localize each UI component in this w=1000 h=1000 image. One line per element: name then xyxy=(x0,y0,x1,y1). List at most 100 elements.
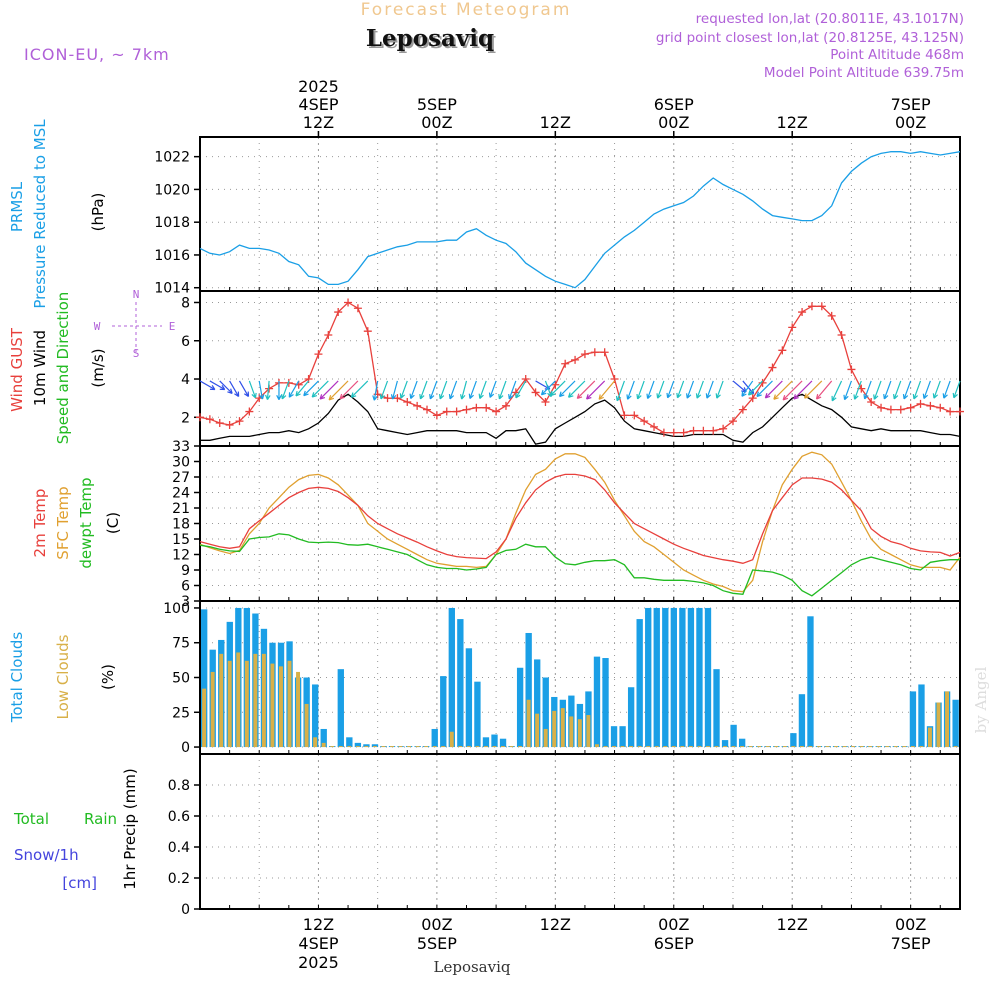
low-clouds-bar xyxy=(697,746,702,748)
wind-gust-marker xyxy=(709,426,718,435)
total-clouds-bar xyxy=(482,737,490,748)
bottom-time-label: 12Z xyxy=(540,915,571,934)
wind-gust-marker xyxy=(650,422,659,431)
total-clouds-bar xyxy=(593,656,601,748)
wind-gust-marker xyxy=(196,413,204,422)
wind-direction-arrow xyxy=(508,380,517,400)
low-clouds-bar xyxy=(808,746,813,748)
low-clouds-bar xyxy=(364,746,369,748)
wind-direction-arrow xyxy=(350,380,369,398)
total-clouds-bar xyxy=(312,684,319,748)
clouds-panel: 0 25 50 75 100 xyxy=(163,600,961,756)
wind-direction-arrow xyxy=(863,380,872,400)
wind-gust-marker xyxy=(462,405,471,414)
bottom-time-label: 2025 xyxy=(298,953,339,972)
low-clouds-bar xyxy=(680,746,685,748)
wind-direction-arrow xyxy=(676,380,685,399)
low-clouds-bar xyxy=(543,728,548,748)
y-tick-label: 15 xyxy=(172,532,190,548)
low-clouds-bar xyxy=(834,746,838,748)
low-clouds-bar xyxy=(654,746,659,748)
wind-gust-marker xyxy=(956,407,964,416)
wind-gust-marker xyxy=(679,428,688,437)
wind-gust-marker xyxy=(659,428,668,437)
wind-direction-arrow xyxy=(893,380,902,400)
wind-gust-marker xyxy=(847,365,856,374)
total-clouds-label: Total Clouds xyxy=(8,632,26,724)
low-clouds-bar xyxy=(910,746,915,748)
total-clouds-bar xyxy=(534,659,541,748)
low-clouds-bar xyxy=(577,719,582,748)
wind-direction-arrow xyxy=(598,380,616,400)
wind-gust-marker xyxy=(393,394,402,403)
model-altitude: Model Point Altitude 639.75m xyxy=(764,65,964,81)
wind-direction-arrow xyxy=(438,380,448,400)
low-clouds-bar xyxy=(518,746,523,748)
wind-gust-marker xyxy=(669,428,678,437)
wind-gust-marker xyxy=(926,401,935,410)
top-time-label: 12Z xyxy=(777,113,808,132)
y-tick-label: 2 xyxy=(181,410,190,426)
wind-direction-arrow xyxy=(276,380,282,401)
low-clouds-bar xyxy=(825,746,830,748)
wind-direction-arrow xyxy=(715,380,724,399)
total-clouds-bar xyxy=(670,607,678,748)
low-clouds-bar xyxy=(458,746,463,748)
wind-gust-marker xyxy=(551,380,560,389)
y-tick-label: 0.8 xyxy=(168,778,190,794)
wind-gust-marker xyxy=(215,419,224,428)
low-clouds-bar xyxy=(492,746,497,748)
low-clouds-bar xyxy=(483,746,488,748)
wind-gust-marker xyxy=(728,417,737,426)
low-clouds-bar xyxy=(791,746,796,748)
total-clouds-bar xyxy=(431,728,438,748)
low-clouds-bar xyxy=(945,691,949,748)
low-clouds-bar xyxy=(859,746,864,748)
wind-direction-arrow xyxy=(756,380,773,398)
low-clouds-bar xyxy=(851,746,856,748)
y-tick-label: 21 xyxy=(172,501,190,517)
low-clouds-bar xyxy=(927,727,932,748)
top-time-label: 00Z xyxy=(895,113,926,132)
wind-direction-label: Speed and Direction xyxy=(54,292,72,445)
wind-direction-arrow xyxy=(615,380,625,402)
low-clouds-bar xyxy=(637,746,642,748)
wind-gust-marker xyxy=(798,308,807,317)
total-clouds-bar xyxy=(636,619,643,748)
wind-direction-arrow xyxy=(248,380,257,399)
wind-gust-marker xyxy=(452,407,461,416)
low-clouds-bar xyxy=(330,746,335,748)
wind-gust-marker xyxy=(492,407,501,416)
wind-gust-marker xyxy=(877,403,886,412)
wind-gust-marker xyxy=(541,397,550,406)
wind-direction-arrow xyxy=(912,380,922,400)
low-clouds-bar xyxy=(774,746,779,748)
pressure-label: PRMSL xyxy=(8,181,26,232)
low-clouds-bar xyxy=(287,660,292,748)
y-tick-label: 75 xyxy=(172,636,190,652)
credit-watermark: by Angel xyxy=(972,666,990,733)
wind-direction-arrow xyxy=(773,380,793,400)
wind-direction-arrow xyxy=(265,380,271,400)
total-clouds-bar xyxy=(542,677,549,748)
total-clouds-bar xyxy=(645,607,652,748)
bottom-time-label: 5SEP xyxy=(417,934,457,953)
wind-direction-arrow xyxy=(448,380,458,400)
low-clouds-bar xyxy=(646,746,651,748)
wind-direction-arrow xyxy=(409,380,418,400)
wind-direction-arrow xyxy=(656,380,665,399)
low-clouds-bar xyxy=(816,746,821,748)
grid-point-coords: grid point closest lon,lat (20.8125E, 43… xyxy=(656,30,964,46)
y-tick-label: 33 xyxy=(172,439,190,455)
low-clouds-bar xyxy=(876,746,881,748)
wind-direction-arrow xyxy=(952,380,961,399)
low-clouds-bar xyxy=(501,746,505,748)
low-clouds-bar xyxy=(902,746,907,748)
total-clouds-bar xyxy=(653,607,660,748)
wind-gust-marker xyxy=(590,348,599,357)
wind-direction-arrow xyxy=(478,380,487,400)
low-clouds-bar xyxy=(594,744,599,748)
wind-gust-marker xyxy=(423,405,432,414)
low-clouds-bar xyxy=(278,666,283,748)
